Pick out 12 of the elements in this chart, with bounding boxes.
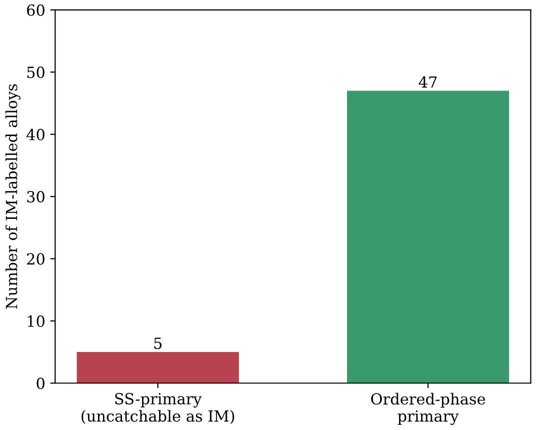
y-axis-title: Number of IM-labelled alloys [5,84,20,309]
y-tick-label: 60 [27,4,44,16]
x-tick-label: Ordered-phase primary [371,392,486,425]
data-label: 5 [154,338,162,350]
y-tick-label: 50 [27,66,44,78]
x-tick-label: SS-primary (uncatchable as IM) [82,392,234,424]
y-tick-label: 20 [27,253,44,265]
y-tick-label: 40 [26,128,44,140]
y-tick-label: 0 [36,378,44,390]
y-tick-label: 30 [27,190,44,203]
data-label: 47 [418,76,437,88]
y-tick-label: 10 [28,315,44,327]
